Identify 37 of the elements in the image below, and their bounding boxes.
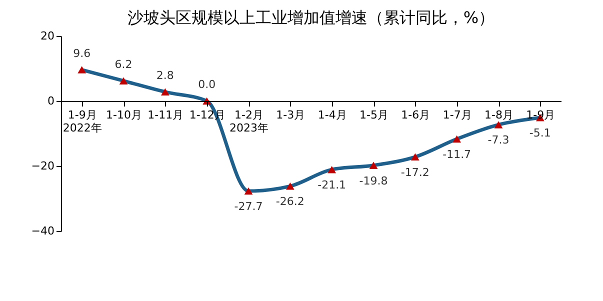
data-label: 0.0 xyxy=(198,78,216,91)
data-label: -7.3 xyxy=(488,134,510,147)
data-label: 9.6 xyxy=(73,46,91,60)
point xyxy=(328,166,336,174)
x-tick-label: 1-9月 2022年 xyxy=(62,108,102,134)
point xyxy=(410,153,420,161)
data-label: -5.1 xyxy=(529,126,551,140)
chart-title: 沙坡头区规模以上工业增加值增速（累计同比，%） xyxy=(127,8,495,27)
y-tick-label: 0 xyxy=(48,94,54,108)
x-tick-label: 1-8月 xyxy=(484,108,514,122)
x-tick-label: 1-11月 xyxy=(148,108,184,122)
point xyxy=(494,121,503,128)
data-label: 2.8 xyxy=(156,68,174,82)
data-label: -11.7 xyxy=(442,148,472,162)
data-label: -21.1 xyxy=(318,178,346,192)
data-label: -27.7 xyxy=(234,200,263,214)
point xyxy=(160,88,170,96)
point xyxy=(78,66,86,74)
data-label: -19.8 xyxy=(359,174,388,188)
x-tick-label: 1-3月 xyxy=(276,108,306,122)
data-label: 6.2 xyxy=(114,58,132,71)
y-tick-label: −40 xyxy=(31,224,54,238)
point xyxy=(119,77,128,84)
y-tick-label: 20 xyxy=(40,30,54,42)
point xyxy=(452,135,462,143)
y-tick-label: −20 xyxy=(31,160,54,172)
data-label: -17.2 xyxy=(400,166,430,179)
x-tick-label: 1-5月 xyxy=(360,108,388,122)
x-tick-label: 1-2月 2023年 xyxy=(230,108,268,134)
x-tick-label: 1-7月 xyxy=(442,108,472,122)
point xyxy=(286,182,294,190)
point xyxy=(244,187,253,195)
x-tick-label: 1-4月 xyxy=(318,108,347,122)
point xyxy=(369,162,378,169)
x-tick-label: 1-6月 xyxy=(401,108,430,122)
x-tick-label: 1-10月 xyxy=(106,108,142,122)
data-label: -26.2 xyxy=(276,195,304,208)
